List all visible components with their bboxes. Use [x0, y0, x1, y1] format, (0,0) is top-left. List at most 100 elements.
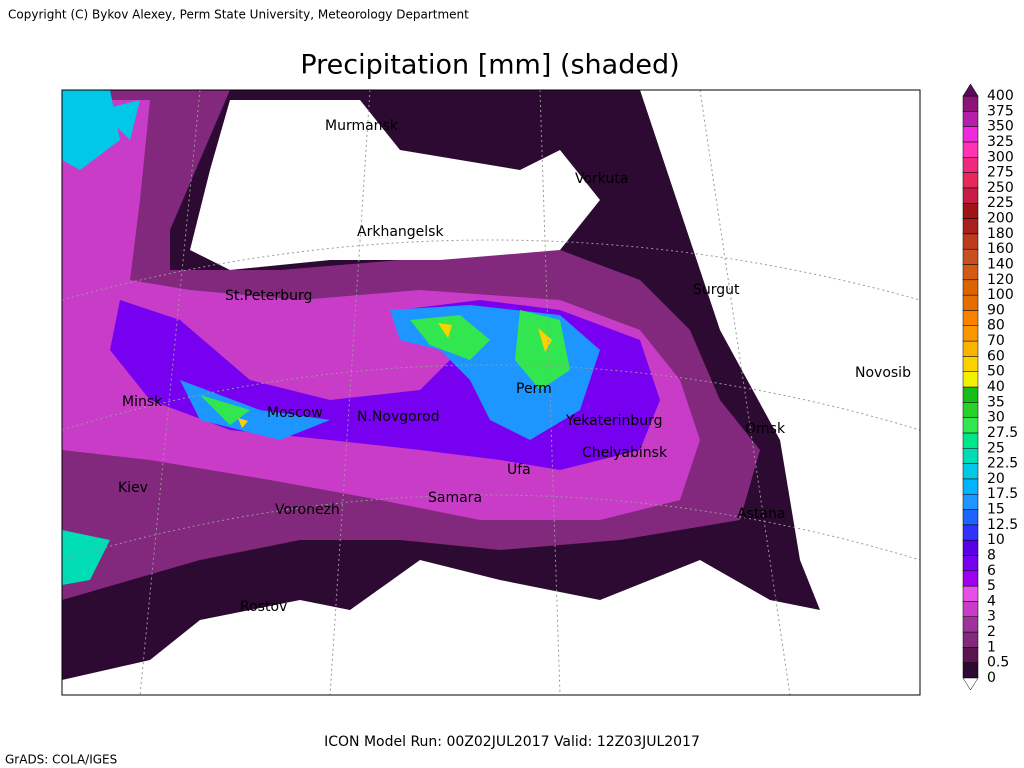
colorbar-swatch: [962, 264, 979, 281]
colorbar-label: 0: [987, 670, 996, 686]
colorbar-label: 40: [987, 379, 1005, 395]
colorbar-swatch: [962, 631, 979, 648]
city-label: N.Novgorod: [357, 409, 440, 425]
colorbar-swatch: [962, 126, 979, 143]
colorbar-label: 400: [987, 88, 1014, 104]
precip-area: [62, 530, 110, 585]
colorbar-label: 12.5: [987, 517, 1018, 533]
colorbar-swatch: [962, 371, 979, 388]
colorbar-label: 325: [987, 134, 1014, 150]
colorbar-swatch: [962, 402, 979, 418]
colorbar-swatch: [962, 585, 979, 602]
colorbar-swatch: [962, 524, 979, 541]
colorbar-swatch: [962, 478, 979, 495]
colorbar-swatch: [962, 601, 979, 617]
city-label: Samara: [428, 490, 482, 506]
colorbar-swatch: [962, 340, 979, 357]
colorbar-swatch: [962, 111, 979, 127]
city-label: Vorkuta: [575, 171, 628, 187]
colorbar-swatch: [962, 279, 979, 296]
colorbar-label: 350: [987, 119, 1014, 135]
city-label: Minsk: [122, 394, 163, 410]
colorbar-swatch: [962, 616, 979, 633]
colorbar-label: 120: [987, 272, 1014, 288]
precip-area: [200, 310, 570, 425]
colorbar-label: 90: [987, 302, 1005, 318]
graticule: [62, 90, 920, 695]
colorbar-swatch: [962, 662, 979, 679]
colorbar-label: 5: [987, 578, 996, 594]
colorbar-swatch: [962, 493, 979, 510]
colorbar-swatch: [962, 448, 979, 464]
colorbar-label: 15: [987, 502, 1005, 518]
colorbar-label: 4: [987, 593, 996, 609]
colorbar-swatch: [962, 555, 979, 572]
colorbar-label: 50: [987, 364, 1005, 380]
city-label: Ufa: [507, 462, 531, 478]
map: Murmansk Arkhangelsk St.Peterburg Vorkuta Su…: [62, 90, 920, 695]
city-label: Astana: [737, 506, 785, 522]
colorbar-swatch: [962, 218, 979, 235]
colorbar-swatch: [962, 417, 979, 434]
colorbar-label: 17.5: [987, 486, 1018, 502]
colorbar-swatch: [962, 539, 979, 556]
colorbar-swatch: [962, 509, 979, 526]
copyright: Copyright (C) Bykov Alexey, Perm State U…: [8, 8, 469, 22]
colorbar-swatch: [962, 157, 979, 173]
colorbar-label: 140: [987, 256, 1014, 272]
colorbar-label: 300: [987, 149, 1014, 165]
colorbar-swatch: [962, 294, 979, 311]
land-dry: [190, 100, 600, 270]
colorbar-swatch: [962, 432, 979, 449]
colorbar-label: 0.5: [987, 655, 1009, 671]
city-label: Novosib: [855, 365, 911, 381]
city-label: Voronezh: [275, 502, 340, 518]
colorbar-arrow-bottom: [962, 677, 979, 691]
colorbar-label: 3: [987, 609, 996, 625]
city-label: Rostov: [240, 599, 287, 615]
colorbar-label: 200: [987, 211, 1014, 227]
map-frame: [61, 89, 921, 696]
colorbar-label: 100: [987, 287, 1014, 303]
colorbar-label: 1: [987, 639, 996, 655]
colorbar-swatch: [962, 463, 979, 480]
colorbar-label: 6: [987, 563, 996, 579]
colorbar-label: 375: [987, 103, 1014, 119]
colorbar-label: 2: [987, 624, 996, 640]
city-label: Kiev: [118, 480, 148, 496]
city-label: Chelyabinsk: [582, 445, 668, 461]
colorbar-label: 180: [987, 226, 1014, 242]
colorbar-swatch: [962, 141, 979, 158]
colorbar-swatch: [962, 325, 979, 342]
title: Precipitation [mm] (shaded): [300, 50, 679, 81]
colorbar-label: 60: [987, 348, 1005, 364]
colorbar-swatch: [962, 248, 979, 265]
colorbar-swatch: [962, 172, 979, 189]
credit: GrADS: COLA/IGES: [5, 753, 117, 767]
colorbar-label: 70: [987, 333, 1005, 349]
colorbar-swatch: [962, 187, 979, 204]
city-label: Omsk: [745, 421, 786, 437]
colorbar-label: 275: [987, 165, 1014, 181]
colorbar-label: 160: [987, 241, 1014, 257]
colorbar-label: 27.5: [987, 425, 1018, 441]
colorbar-swatch: [962, 233, 979, 250]
colorbar-swatch: [962, 647, 979, 663]
colorbar-label: 80: [987, 318, 1005, 334]
precip-area: [180, 305, 600, 440]
city-label: Arkhangelsk: [357, 224, 444, 240]
colorbar-swatch: [962, 570, 979, 587]
city-label: Yekaterinburg: [565, 413, 663, 429]
colorbar-swatch: [962, 310, 979, 326]
city-label: Perm: [516, 381, 552, 397]
colorbar-label: 225: [987, 195, 1014, 211]
colorbar-swatch: [962, 386, 979, 403]
colorbar-label: 10: [987, 532, 1005, 548]
precip-area: [62, 90, 140, 170]
colorbar-label: 250: [987, 180, 1014, 196]
colorbar-swatch: [962, 95, 979, 112]
colorbar-label: 22.5: [987, 456, 1018, 472]
colorbar-swatch: [962, 356, 979, 372]
colorbar-label: 20: [987, 471, 1005, 487]
